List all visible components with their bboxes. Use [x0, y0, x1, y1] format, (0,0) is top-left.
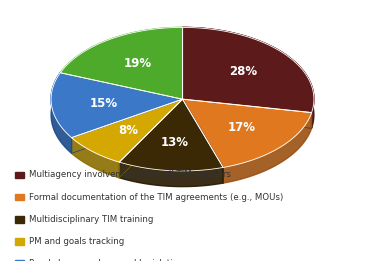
Polygon shape	[223, 113, 312, 183]
Text: 17%: 17%	[228, 121, 255, 134]
Polygon shape	[72, 138, 119, 178]
Polygon shape	[182, 99, 312, 168]
Polygon shape	[51, 73, 72, 153]
Text: Multiagency involvement from all TIM partners: Multiagency involvement from all TIM par…	[29, 170, 231, 179]
Text: PM and goals tracking: PM and goals tracking	[29, 237, 124, 246]
Text: Multidisciplinary TIM training: Multidisciplinary TIM training	[29, 215, 154, 224]
Bar	[15, 238, 24, 245]
Polygon shape	[51, 73, 182, 138]
Bar	[15, 216, 24, 222]
Polygon shape	[119, 162, 223, 187]
Polygon shape	[182, 27, 314, 128]
Text: 15%: 15%	[90, 97, 118, 110]
Bar	[15, 260, 24, 261]
Text: 8%: 8%	[119, 124, 139, 137]
Text: 13%: 13%	[161, 135, 189, 149]
Bar	[15, 172, 24, 178]
Polygon shape	[119, 99, 223, 171]
Polygon shape	[72, 99, 182, 162]
Text: Formal documentation of the TIM agreements (e.g., MOUs): Formal documentation of the TIM agreemen…	[29, 193, 284, 201]
Text: Road clearance laws and legislations: Road clearance laws and legislations	[29, 259, 188, 261]
Text: 28%: 28%	[229, 65, 257, 78]
Polygon shape	[182, 27, 314, 113]
Text: 19%: 19%	[124, 57, 152, 70]
Bar	[15, 194, 24, 200]
Polygon shape	[60, 27, 182, 99]
